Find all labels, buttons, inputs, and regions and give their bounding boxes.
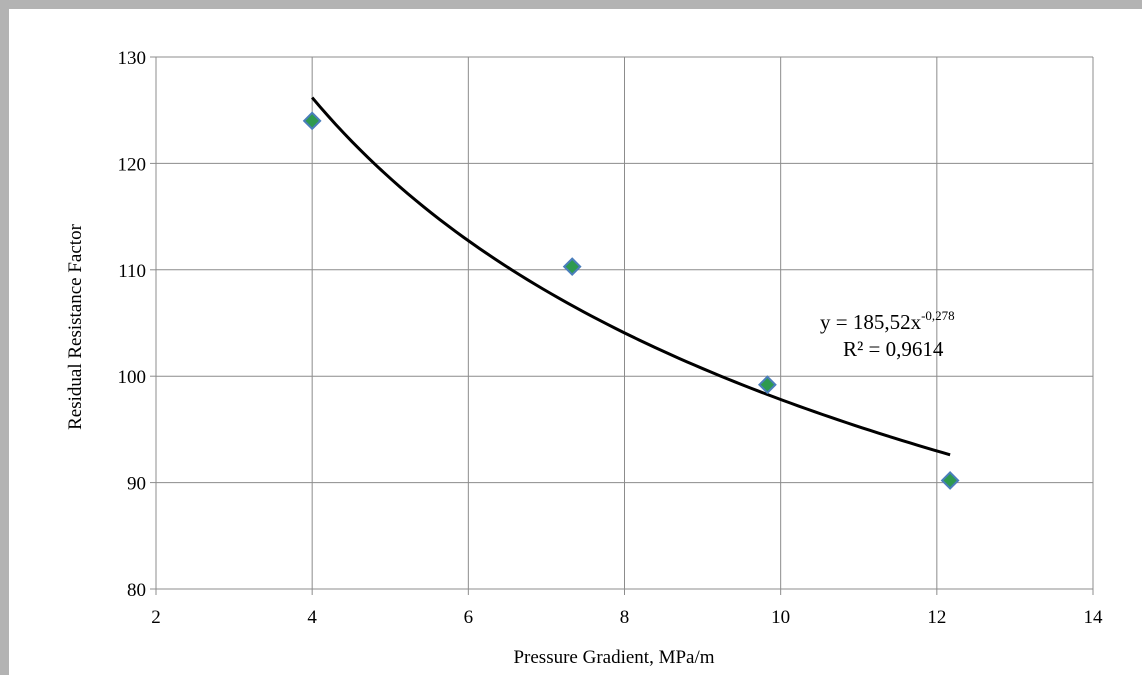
y-tick-label: 110 (118, 261, 146, 282)
x-tick-labels: 2 4 6 8 10 12 14 (151, 607, 1103, 628)
trendline-equation: y = 185,52x-0,278 (820, 308, 955, 334)
data-point-diamond (302, 111, 322, 131)
equation-exponent: -0,278 (921, 308, 955, 323)
y-tick-label: 80 (127, 580, 146, 601)
y-tick-label: 100 (118, 367, 147, 388)
data-point-diamond (940, 471, 960, 490)
r-squared-label: R² = 0,9614 (843, 337, 944, 361)
y-tick-label: 130 (118, 48, 147, 69)
x-axis-title: Pressure Gradient, MPa/m (513, 647, 714, 668)
y-tick-label: 120 (118, 154, 147, 175)
x-tick-label: 8 (620, 607, 630, 628)
x-tick-label: 6 (464, 607, 474, 628)
x-tick-label: 4 (307, 607, 317, 628)
equation-main: y = 185,52x (820, 310, 922, 334)
data-point-diamond (562, 257, 582, 277)
trendline (311, 96, 951, 457)
x-tick-label: 2 (151, 607, 161, 628)
data-point-diamond (757, 375, 777, 395)
x-tick-label: 10 (771, 607, 790, 628)
y-axis-title: Residual Resistance Factor (65, 223, 86, 429)
x-tick-label: 14 (1084, 607, 1104, 628)
y-tick-label: 90 (127, 474, 146, 495)
x-tick-label: 12 (927, 607, 946, 628)
y-tick-labels: 80 90 100 110 120 130 (118, 48, 147, 601)
scatter-chart: 2 4 6 8 10 12 14 80 90 100 110 120 130 Pressure Gra… (65, 48, 1103, 668)
grid-lines (156, 56, 1094, 589)
trendline-group (311, 96, 951, 457)
data-points (302, 111, 960, 490)
axes (150, 56, 1094, 595)
